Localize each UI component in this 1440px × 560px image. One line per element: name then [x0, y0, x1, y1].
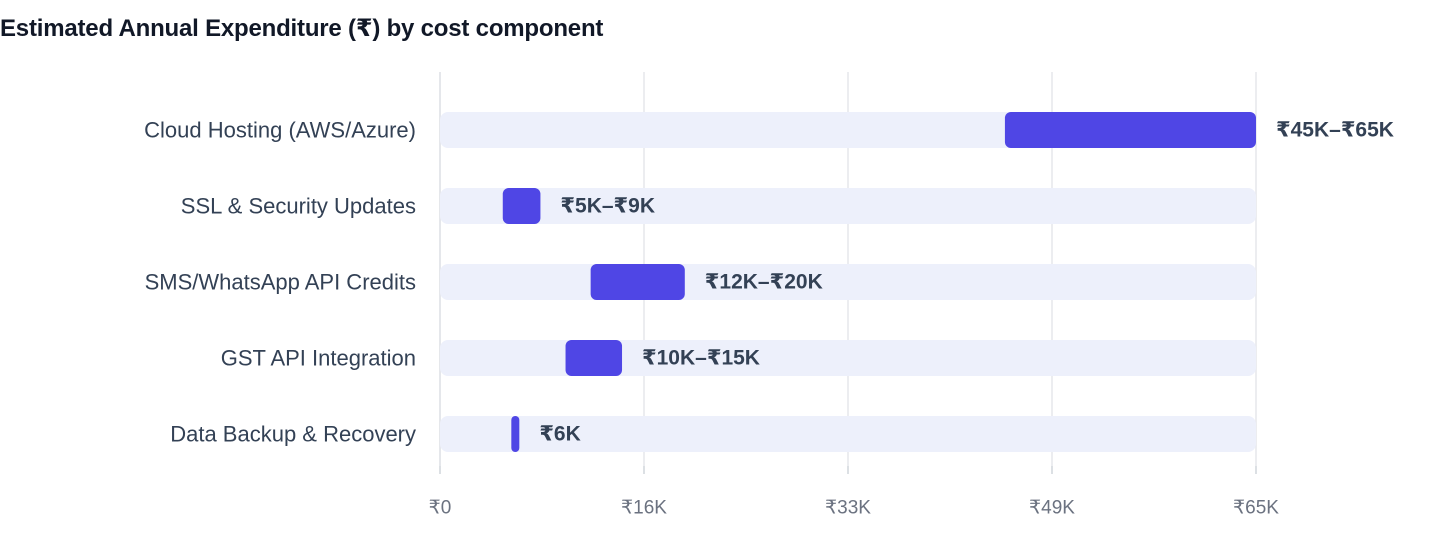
- value-label: ₹45K–₹65K: [1276, 119, 1394, 142]
- value-label: ₹5K–₹9K: [560, 195, 655, 218]
- x-axis: ₹0 ₹16K ₹33K ₹49K ₹65K: [429, 466, 1279, 519]
- category-label: SMS/WhatsApp API Credits: [145, 270, 416, 295]
- range-bar: [1004, 112, 1256, 148]
- range-bar: [590, 264, 685, 300]
- bar-track: [440, 340, 1256, 376]
- x-tick-label: ₹49K: [1029, 498, 1075, 519]
- bar-layer: [502, 112, 1256, 452]
- category-label: SSL & Security Updates: [181, 194, 416, 219]
- chart-title: Estimated Annual Expenditure (₹) by cost…: [0, 15, 604, 42]
- category-label: Cloud Hosting (AWS/Azure): [144, 118, 416, 143]
- value-label: ₹10K–₹15K: [642, 347, 760, 370]
- x-tick-label: ₹16K: [621, 498, 667, 519]
- x-tick-label: ₹0: [429, 498, 452, 519]
- bar-track: [440, 264, 1256, 300]
- label-layer: Cloud Hosting (AWS/Azure) ₹45K–₹65K SSL & …: [144, 118, 1394, 447]
- bar-track: [440, 188, 1256, 224]
- category-label: GST API Integration: [221, 346, 416, 371]
- range-bar: [511, 416, 520, 452]
- x-tick-label: ₹65K: [1233, 498, 1279, 519]
- x-tick-label: ₹33K: [825, 498, 871, 519]
- value-label: ₹12K–₹20K: [705, 271, 823, 294]
- bar-track: [440, 416, 1256, 452]
- category-label: Data Backup & Recovery: [170, 422, 416, 447]
- range-bar: [565, 340, 623, 376]
- value-label: ₹6K: [539, 423, 580, 446]
- range-bar: [502, 188, 541, 224]
